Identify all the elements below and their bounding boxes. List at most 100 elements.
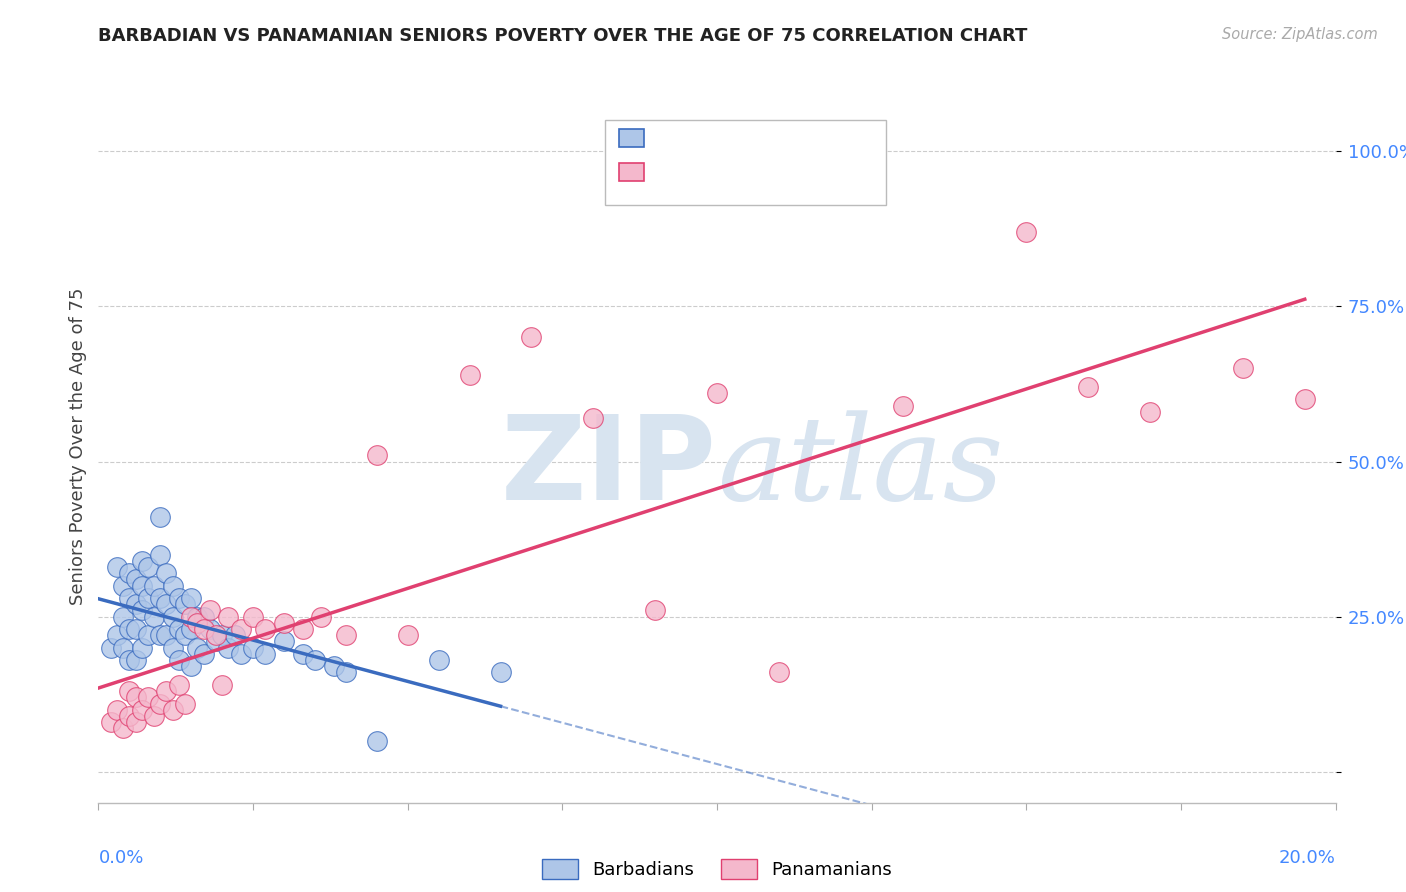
Point [217, 609, 239, 624]
Point [174, 628, 197, 642]
Point [205, 634, 228, 648]
Point [180, 591, 202, 605]
Point [105, 560, 128, 574]
Point [229, 647, 252, 661]
Point [1077, 380, 1099, 394]
Point [229, 622, 252, 636]
Point [211, 628, 233, 642]
Point [124, 597, 146, 611]
Point [162, 579, 184, 593]
Point [143, 709, 166, 723]
Text: BARBADIAN VS PANAMANIAN SENIORS POVERTY OVER THE AGE OF 75 CORRELATION CHART: BARBADIAN VS PANAMANIAN SENIORS POVERTY … [98, 27, 1028, 45]
Point [100, 715, 122, 730]
Point [396, 628, 419, 642]
Point [366, 733, 388, 747]
Point [162, 640, 184, 655]
Point [131, 640, 153, 655]
Point [136, 560, 159, 574]
Point [112, 722, 135, 736]
Point [193, 647, 215, 661]
Point [143, 609, 166, 624]
Point [149, 510, 172, 524]
Point [131, 579, 153, 593]
Point [186, 615, 208, 630]
Text: 0.0%: 0.0% [98, 849, 143, 867]
Point [205, 628, 228, 642]
Legend: Barbadians, Panamanians: Barbadians, Panamanians [541, 859, 893, 880]
Point [162, 703, 184, 717]
Point [131, 554, 153, 568]
Point [706, 386, 728, 401]
Point [118, 709, 141, 723]
Point [118, 566, 141, 581]
Point [242, 609, 264, 624]
Point [155, 597, 177, 611]
Point [489, 665, 512, 680]
Point [520, 330, 543, 344]
Point [155, 566, 177, 581]
Point [174, 597, 197, 611]
Point [366, 448, 388, 462]
Point [1232, 361, 1254, 376]
Point [309, 609, 332, 624]
Point [335, 665, 357, 680]
Point [124, 690, 146, 705]
Point [427, 653, 450, 667]
Point [105, 628, 128, 642]
Point [118, 653, 141, 667]
Point [254, 622, 277, 636]
Point [291, 647, 314, 661]
Point [891, 399, 914, 413]
Point [180, 659, 202, 673]
Point [124, 715, 146, 730]
Point [118, 591, 141, 605]
Point [136, 591, 159, 605]
Point [100, 640, 122, 655]
Point [131, 703, 153, 717]
Point [458, 368, 481, 382]
Point [1015, 225, 1038, 239]
Point [291, 622, 314, 636]
Point [167, 622, 190, 636]
Point [644, 603, 666, 617]
Point [118, 622, 141, 636]
Point [242, 640, 264, 655]
Text: N =: N = [759, 129, 799, 147]
Point [149, 697, 172, 711]
Point [131, 603, 153, 617]
Point [124, 573, 146, 587]
Point [768, 665, 790, 680]
Point [193, 622, 215, 636]
Point [112, 579, 135, 593]
Text: -0.019: -0.019 [689, 129, 754, 147]
Text: ZIP: ZIP [501, 410, 717, 524]
Point [322, 659, 344, 673]
Point [273, 634, 295, 648]
Point [582, 411, 605, 425]
Point [174, 697, 197, 711]
Point [149, 628, 172, 642]
Text: 61: 61 [794, 129, 820, 147]
Point [162, 609, 184, 624]
Point [224, 628, 246, 642]
Point [167, 678, 190, 692]
Point [136, 628, 159, 642]
Text: N =: N = [759, 163, 799, 181]
Point [149, 591, 172, 605]
Point [180, 622, 202, 636]
Point [167, 653, 190, 667]
Text: R =: R = [650, 129, 689, 147]
Text: 43: 43 [794, 163, 820, 181]
Text: Source: ZipAtlas.com: Source: ZipAtlas.com [1222, 27, 1378, 42]
Point [136, 690, 159, 705]
Point [198, 622, 221, 636]
Point [180, 609, 202, 624]
Text: 0.719: 0.719 [689, 163, 758, 181]
Point [118, 684, 141, 698]
Point [186, 640, 208, 655]
Point [155, 628, 177, 642]
Point [155, 684, 177, 698]
Point [1294, 392, 1316, 407]
Point [304, 653, 326, 667]
Point [1139, 405, 1161, 419]
